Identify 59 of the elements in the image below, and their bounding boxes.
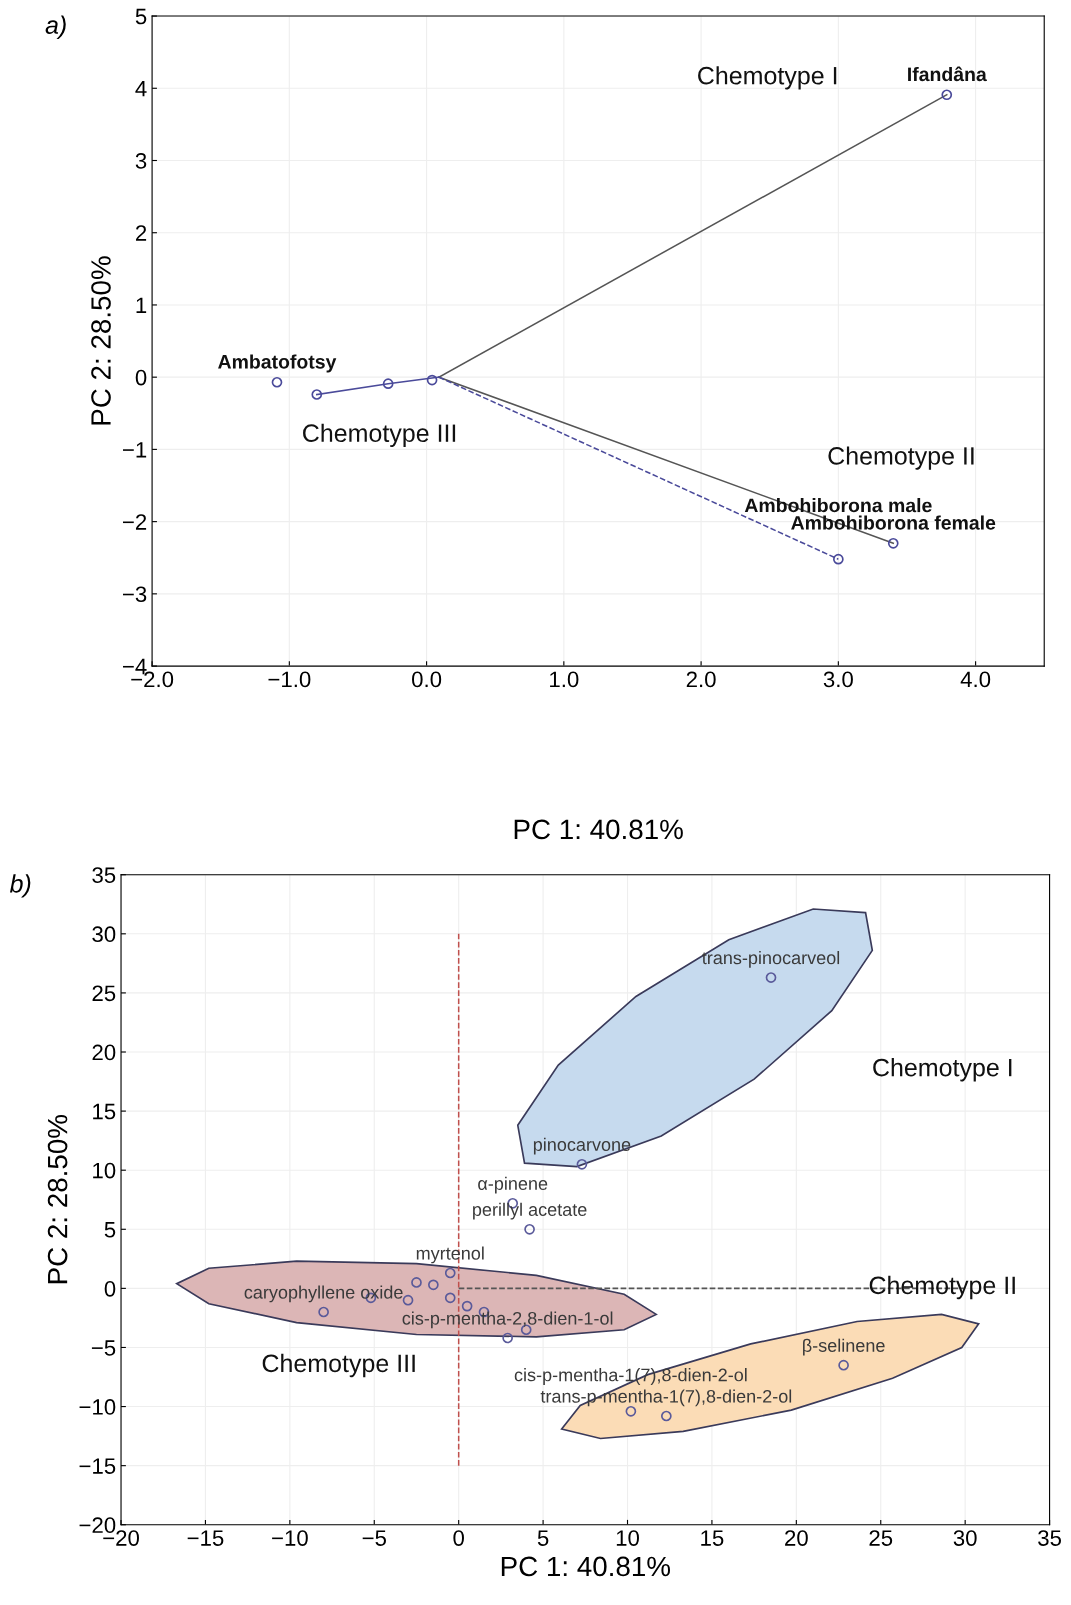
y-tick-label: 4 [135, 81, 147, 97]
y-tick-label: 20 [92, 1044, 116, 1061]
x-tick-label: 0 [453, 1530, 464, 1546]
series-label: perillyl acetate [473, 1202, 587, 1220]
x-tick-label: 30 [953, 1530, 977, 1546]
y-tick-label: 25 [92, 985, 116, 1002]
annotation: Chemotype II [828, 446, 974, 470]
y-tick-label: 30 [92, 926, 116, 943]
y-tick-label: −3 [122, 586, 147, 603]
chart-title: a) [45, 15, 66, 39]
series-label: cis-p-mentha-2,8-dien-1-ol [402, 1311, 613, 1329]
x-tick-label: 1.0 [550, 671, 579, 688]
y-tick-label: 3 [135, 153, 147, 169]
x-tick-label: 2.0 [686, 671, 716, 688]
annotation: Chemotype I [698, 66, 837, 90]
x-axis-title: PC 1: 40.81% [514, 819, 683, 840]
y-tick-label: 10 [93, 1162, 116, 1179]
annotation: Chemotype III [303, 423, 456, 447]
x-tick-label: 35 [1038, 1530, 1062, 1546]
y-tick-label: 0 [135, 369, 147, 386]
series-label: Ifandâna [908, 66, 987, 82]
x-tick-label: 25 [869, 1530, 893, 1546]
series-label: β-selinene [803, 1338, 885, 1356]
series-label: α-pinene [478, 1176, 548, 1194]
x-tick-label: 3.0 [823, 671, 853, 688]
x-tick-label: 10 [616, 1530, 639, 1546]
x-tick-label: 5 [537, 1530, 549, 1546]
y-tick-label: 15 [93, 1103, 116, 1120]
y-tick-label: 2 [135, 225, 147, 241]
x-tick-label: −10 [272, 1530, 308, 1546]
series-label: myrtenol [416, 1246, 484, 1264]
y-tick-label: −10 [79, 1399, 116, 1415]
y-tick-label: 1 [136, 297, 147, 313]
series-label: Ambatofotsy [218, 354, 337, 373]
annotation: Chemotype III [262, 1353, 415, 1378]
annotation: Chemotype I [873, 1058, 1012, 1082]
series-label: pinocarvone [533, 1137, 631, 1155]
x-tick-label: 15 [701, 1530, 724, 1546]
y-tick-label: 35 [92, 867, 116, 883]
x-tick-label: 0.0 [412, 671, 442, 688]
series-label: trans-pinocarveol [702, 950, 840, 968]
y-axis-title: PC 2: 28.50% [47, 1115, 68, 1284]
x-tick-label: −1.0 [268, 671, 311, 688]
y-tick-label: −5 [91, 1340, 116, 1356]
y-tick-label: −15 [79, 1458, 116, 1474]
y-tick-label: −1 [122, 442, 147, 458]
x-tick-label: 20 [785, 1530, 808, 1546]
y-tick-label: 5 [135, 8, 147, 25]
y-tick-label: 5 [104, 1222, 116, 1238]
x-axis-title: PC 1: 40.81% [501, 1556, 671, 1577]
y-tick-label: 0 [104, 1280, 116, 1297]
x-tick-label: −5 [362, 1530, 386, 1546]
chart-title: b) [9, 874, 31, 898]
y-tick-label: −2 [122, 514, 147, 530]
x-tick-label: −15 [187, 1530, 224, 1546]
series-label: caryophyllene oxide [244, 1285, 403, 1303]
x-tick-label: 4.0 [960, 671, 991, 688]
y-axis-title: PC 2: 28.50% [91, 256, 111, 425]
annotation: Chemotype II [869, 1275, 1015, 1300]
